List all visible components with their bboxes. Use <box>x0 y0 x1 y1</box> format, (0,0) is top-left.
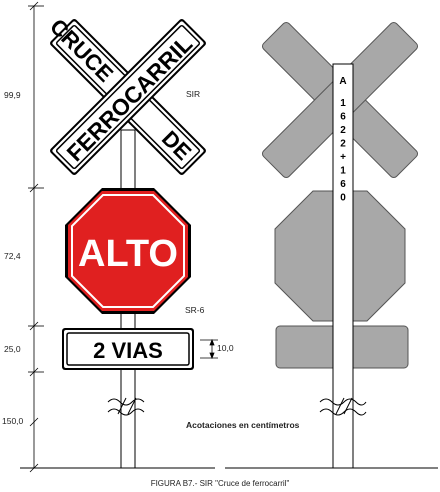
plate-text: 2 VIAS <box>93 338 163 363</box>
back-post-label-char: A <box>339 76 346 87</box>
plate-text-dimension <box>200 338 218 360</box>
front-post-break-mark <box>107 397 145 416</box>
post-height-label: 150,0 <box>2 416 24 426</box>
back-post-label-char: 2 <box>340 125 346 136</box>
back-post-label-char: 1 <box>340 166 346 177</box>
height-dimension-line <box>28 1 44 473</box>
plate-text-height-label: 10,0 <box>217 343 234 353</box>
back-post-label-char: 1 <box>340 98 346 109</box>
stop-sign-code-label: SR-6 <box>185 305 205 315</box>
units-note: Acotaciones en centímetros <box>186 420 300 430</box>
back-post-label-char: 6 <box>340 112 346 123</box>
crossbuck-code-label: SIR <box>186 89 200 99</box>
plate-height-label: 25,0 <box>4 344 21 354</box>
back-post-label-char: 0 <box>340 193 346 204</box>
front-view: FERROCARRIL CRUCE DE SIR ALTO SR-6 2 VIA… <box>2 1 234 473</box>
two-tracks-plate: 2 VIAS <box>62 328 194 370</box>
back-post-label: A 1 6 2 2 +1 6 0 <box>339 76 346 204</box>
crossbuck-height-label: 99,9 <box>4 90 21 100</box>
stop-height-label: 72,4 <box>4 251 21 261</box>
figure-caption: FIGURA B7.- SIR "Cruce de ferrocarril" <box>151 479 290 488</box>
back-post-label-char: 6 <box>340 179 346 190</box>
back-view: A 1 6 2 2 +1 6 0 <box>225 21 438 469</box>
back-post-break-mark <box>319 397 367 416</box>
back-post-label-char: 2 <box>340 139 346 150</box>
stop-sign: ALTO <box>65 188 191 314</box>
back-post-label-char: + <box>340 152 346 163</box>
stop-sign-text: ALTO <box>78 233 178 275</box>
